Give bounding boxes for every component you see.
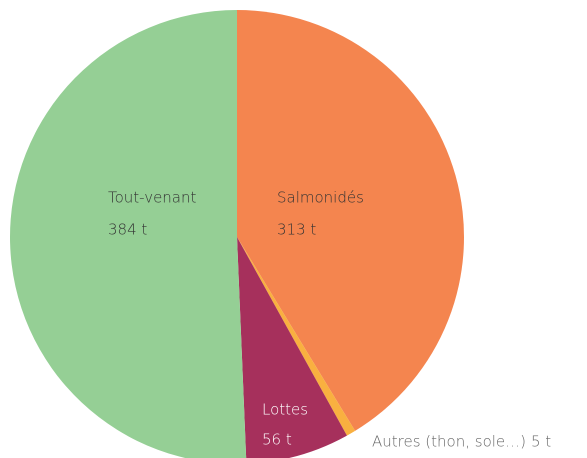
pie-slice [10,10,247,458]
slice-value: 5 t [531,433,551,451]
slice-label: Tout-venant [108,189,197,207]
pie-slice [237,237,347,458]
slice-label: Salmonidés [277,189,364,207]
slice-label: Lottes [262,401,308,419]
slice-value: 313 t [277,221,316,239]
pie-slice [237,10,464,431]
slice-label: Autres (thon, sole…) [372,433,526,451]
slice-value: 56 t [262,431,292,449]
slice-value: 384 t [108,221,147,239]
pie-slice [237,237,356,436]
